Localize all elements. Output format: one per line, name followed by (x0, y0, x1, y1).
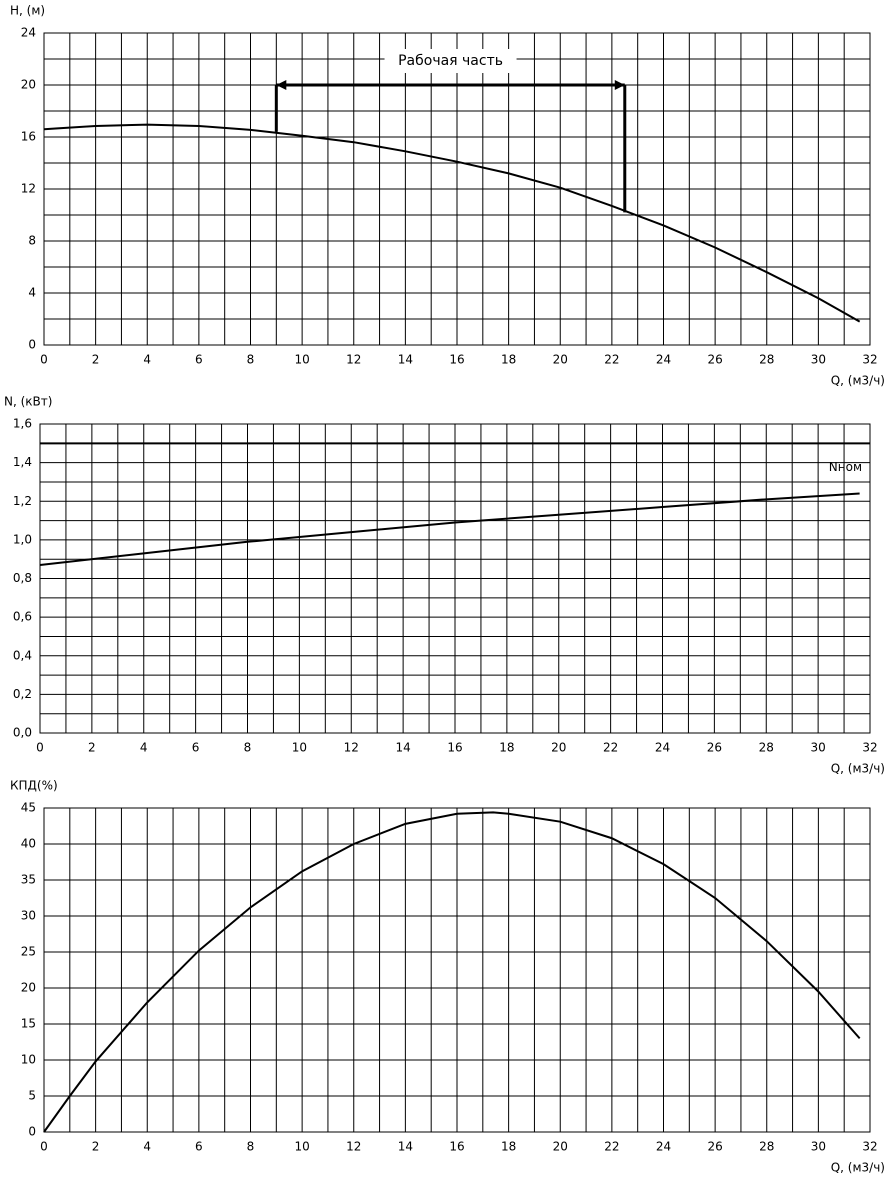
x-tick-label: 26 (707, 353, 722, 367)
x-tick-label: 6 (192, 741, 200, 755)
x-tick-label: 32 (862, 1140, 877, 1154)
x-tick-label: 18 (501, 1140, 516, 1154)
x-tick-label: 20 (553, 1140, 568, 1154)
y-tick-label: 10 (21, 1053, 36, 1067)
x-tick-label: 16 (449, 1140, 464, 1154)
y-tick-label: 20 (21, 78, 36, 92)
x-tick-label: 22 (604, 353, 619, 367)
x-tick-label: 20 (551, 741, 566, 755)
y-axis-label: N, (кВт) (4, 395, 52, 409)
y-tick-label: 1,6 (13, 417, 32, 431)
y-tick-label: 12 (21, 182, 36, 196)
y-tick-label: 15 (21, 1017, 36, 1031)
x-tick-label: 6 (195, 353, 203, 367)
x-tick-label: 28 (759, 741, 774, 755)
x-tick-label: 26 (707, 741, 722, 755)
x-tick-label: 20 (553, 353, 568, 367)
x-tick-label: 30 (811, 353, 826, 367)
curve (43, 123, 861, 323)
curve (43, 811, 861, 1133)
x-tick-label: 2 (88, 741, 96, 755)
annotation-text: Рабочая часть (398, 53, 503, 69)
y-tick-label: 30 (21, 909, 36, 923)
x-tick-label: 30 (810, 741, 825, 755)
y-tick-label: 40 (21, 837, 36, 851)
y-axis-label: КПД(%) (10, 779, 58, 793)
y-tick-label: 1,4 (13, 455, 32, 469)
y-tick-label: 8 (28, 234, 36, 248)
y-tick-label: 0,2 (13, 687, 32, 701)
arrow-head (276, 80, 287, 90)
y-tick-label: 1,2 (13, 494, 32, 508)
x-tick-label: 0 (40, 1140, 48, 1154)
x-axis-label: Q, (м3/ч) (831, 762, 885, 776)
plot-frame (43, 32, 871, 346)
x-tick-label: 0 (36, 741, 44, 755)
y-tick-label: 35 (21, 873, 36, 887)
y-axis-label: H, (м) (10, 4, 45, 18)
x-tick-label: 18 (501, 353, 516, 367)
x-tick-label: 32 (862, 353, 877, 367)
y-tick-label: 16 (21, 130, 36, 144)
x-tick-label: 12 (346, 353, 361, 367)
plot-frame (39, 423, 871, 734)
x-tick-label: 4 (143, 353, 151, 367)
y-tick-label: 25 (21, 945, 36, 959)
x-tick-label: 12 (344, 741, 359, 755)
x-tick-label: 24 (656, 1140, 671, 1154)
y-tick-label: 5 (28, 1089, 36, 1103)
y-tick-label: 0 (28, 1125, 36, 1139)
x-tick-label: 6 (195, 1140, 203, 1154)
x-tick-label: 14 (398, 1140, 413, 1154)
x-tick-label: 22 (604, 1140, 619, 1154)
y-tick-label: 1,0 (13, 532, 32, 546)
plot-frame (43, 807, 871, 1133)
x-tick-label: 30 (811, 1140, 826, 1154)
x-tick-label: 10 (294, 353, 309, 367)
x-tick-label: 2 (92, 353, 100, 367)
annotation-bg (384, 49, 517, 73)
x-tick-label: 22 (603, 741, 618, 755)
y-tick-label: 0,8 (13, 571, 32, 585)
y-tick-label: 0,0 (13, 726, 32, 740)
x-tick-label: 8 (247, 353, 255, 367)
x-tick-label: 8 (244, 741, 252, 755)
x-tick-label: 24 (655, 741, 670, 755)
reference-label: Nном (829, 460, 862, 474)
x-tick-label: 14 (395, 741, 410, 755)
y-tick-label: 0,6 (13, 610, 32, 624)
x-tick-label: 26 (707, 1140, 722, 1154)
x-tick-label: 14 (398, 353, 413, 367)
x-tick-label: 16 (447, 741, 462, 755)
x-tick-label: 8 (247, 1140, 255, 1154)
x-tick-label: 12 (346, 1140, 361, 1154)
y-tick-label: 20 (21, 981, 36, 995)
x-tick-label: 32 (862, 741, 877, 755)
x-axis-label: Q, (м3/ч) (831, 1161, 885, 1175)
x-tick-label: 16 (449, 353, 464, 367)
x-tick-label: 18 (499, 741, 514, 755)
x-tick-label: 28 (759, 353, 774, 367)
y-tick-label: 45 (21, 801, 36, 815)
y-tick-label: 0 (28, 338, 36, 352)
x-tick-label: 24 (656, 353, 671, 367)
x-tick-label: 28 (759, 1140, 774, 1154)
y-tick-label: 4 (28, 286, 36, 300)
x-tick-label: 2 (92, 1140, 100, 1154)
curve (39, 492, 860, 566)
x-tick-label: 0 (40, 353, 48, 367)
x-tick-label: 10 (292, 741, 307, 755)
x-tick-label: 10 (294, 1140, 309, 1154)
x-axis-label: Q, (м3/ч) (831, 374, 885, 388)
y-tick-label: 24 (21, 26, 36, 40)
y-tick-label: 0,4 (13, 648, 32, 662)
arrow-head (614, 80, 625, 90)
x-tick-label: 4 (140, 741, 148, 755)
x-tick-label: 4 (143, 1140, 151, 1154)
